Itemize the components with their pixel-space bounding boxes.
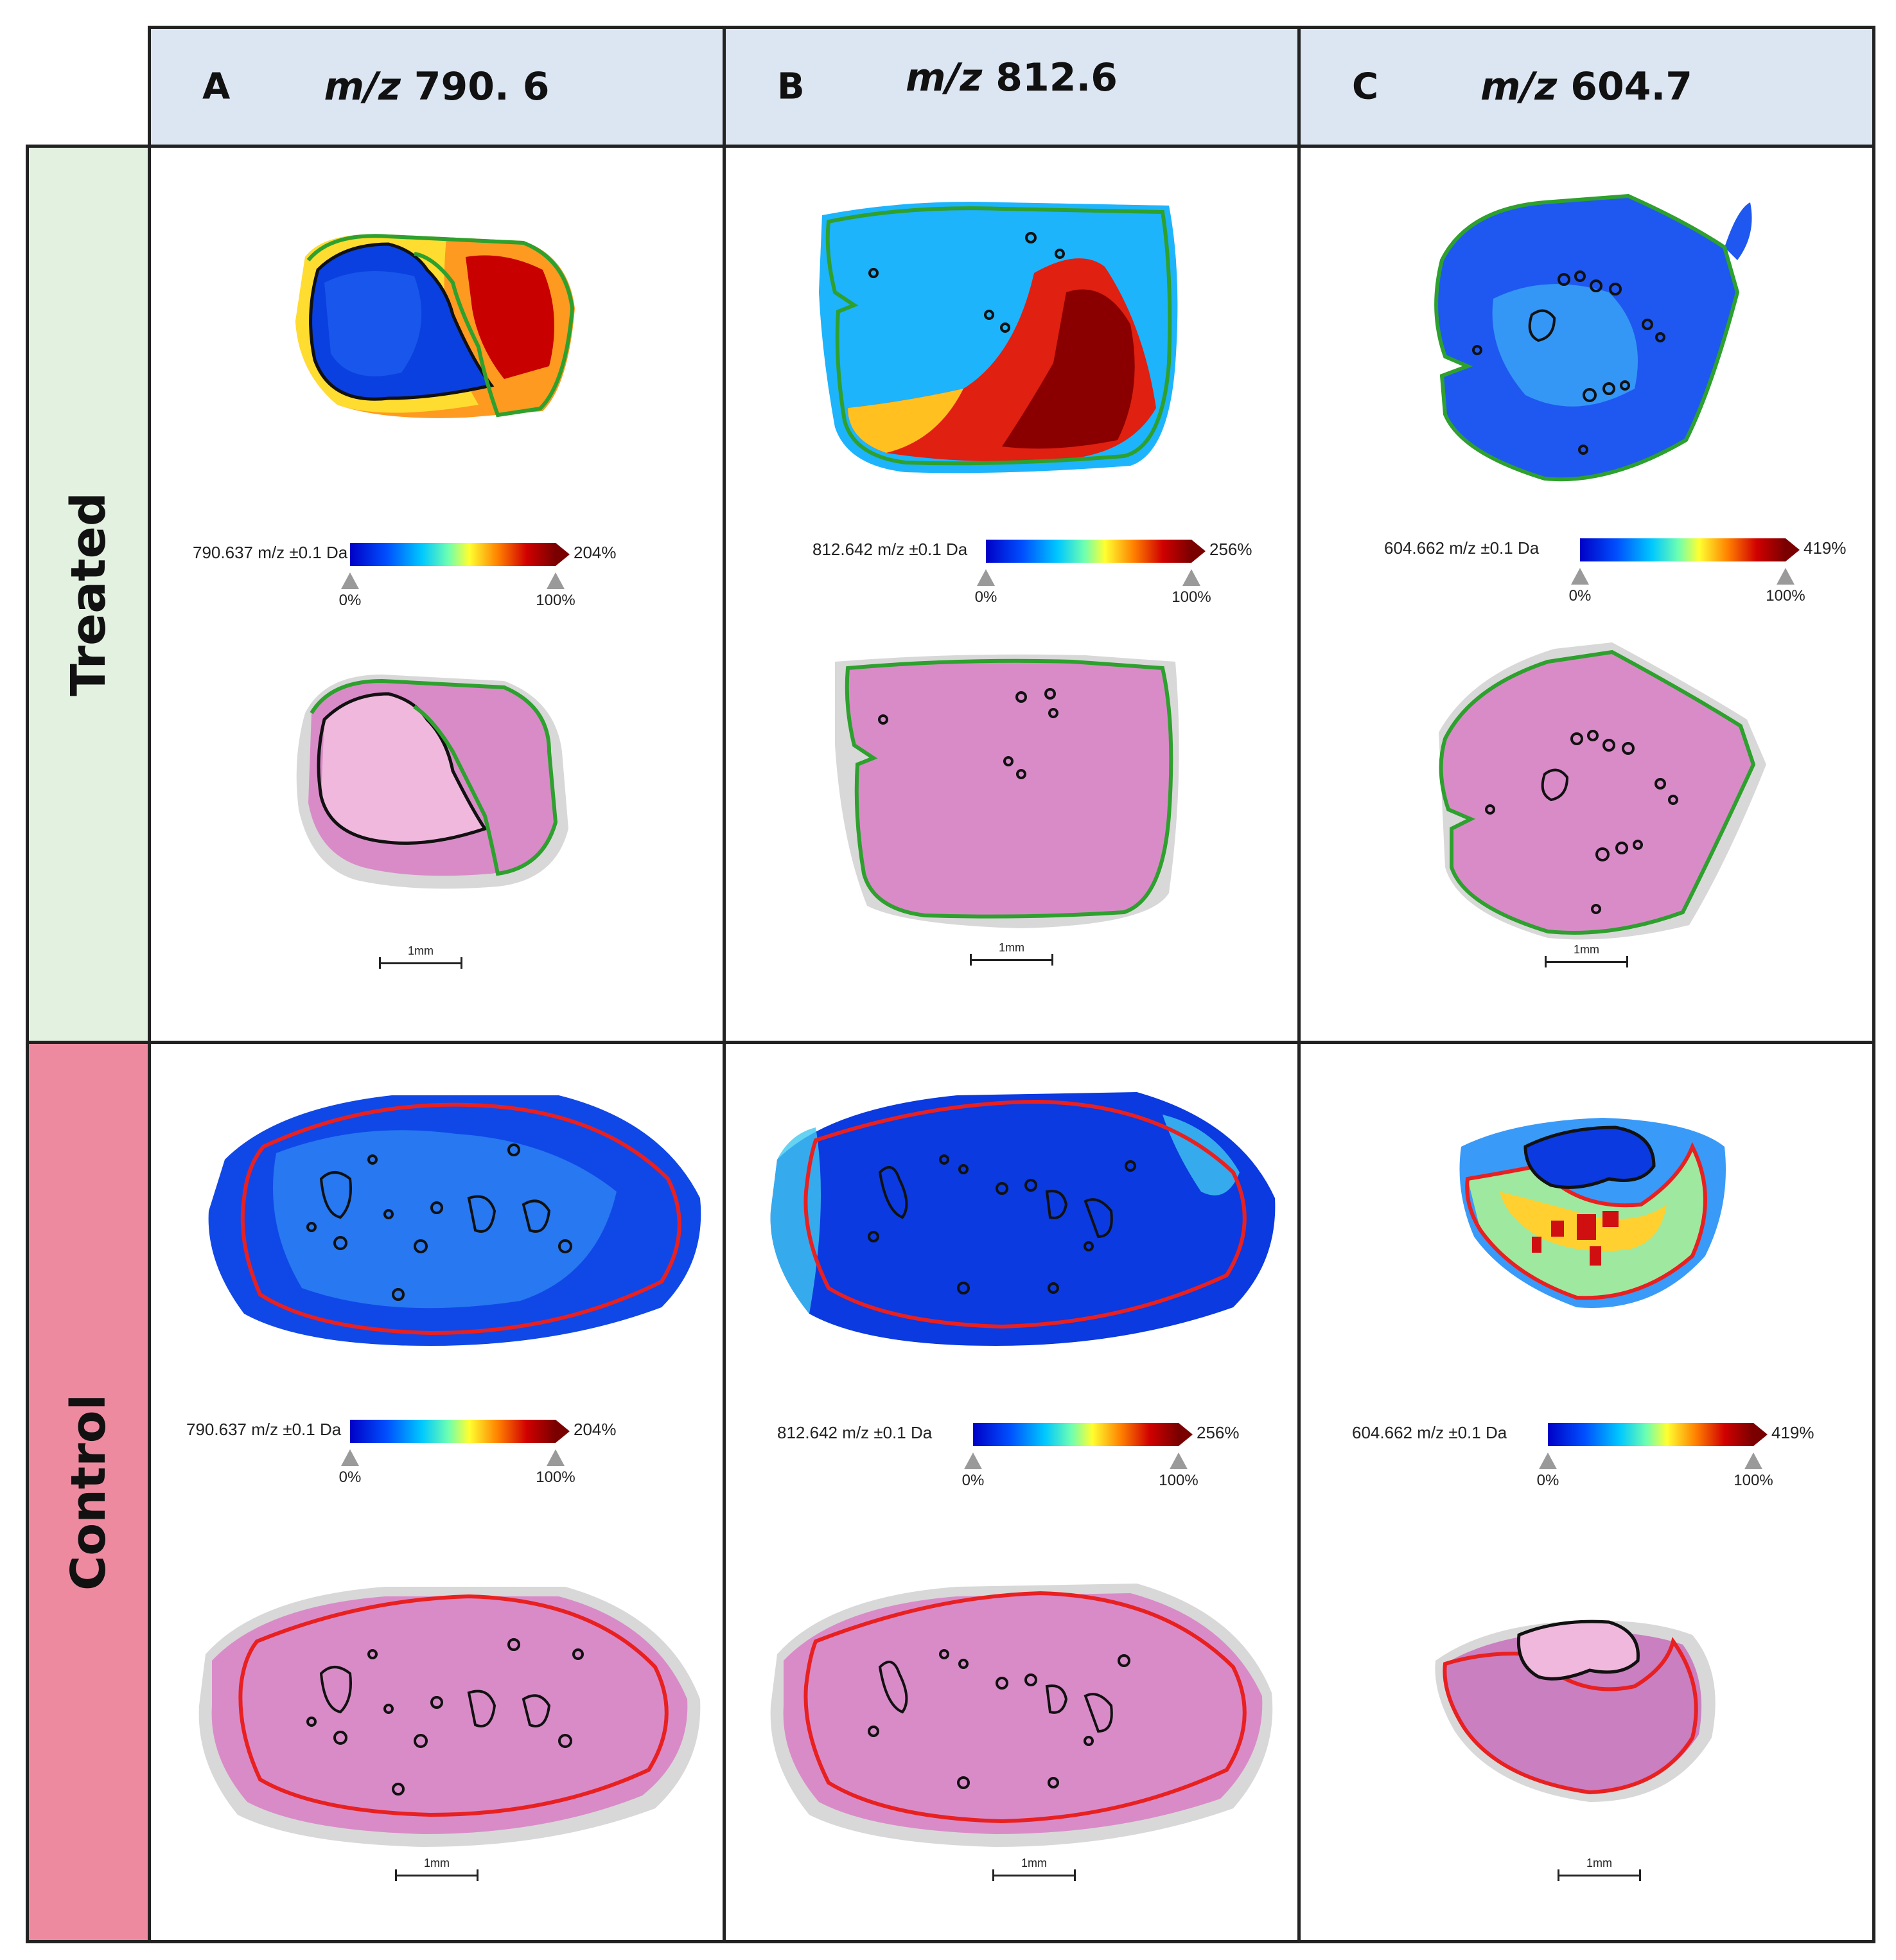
scale-bar: 1mm [1545, 943, 1628, 969]
colorbar: 604.662 m/z ±0.1 Da 419% 0% 100% [1384, 532, 1879, 605]
he-image [296, 675, 568, 889]
colorbar-high: 100% [1734, 1472, 1773, 1489]
column-letter: A [202, 66, 231, 108]
colorbar-low: 0% [961, 1472, 985, 1489]
scale-bar: 1mm [992, 1857, 1076, 1882]
colorbar-high: 100% [1766, 587, 1805, 605]
colorbar-label: 604.662 m/z ±0.1 Da [1384, 538, 1540, 558]
colorbar-low: 0% [1536, 1472, 1559, 1489]
msi-image [770, 1092, 1276, 1346]
colorbar-low: 0% [338, 1469, 362, 1486]
colorbar-high: 100% [536, 1469, 575, 1486]
he-image [1435, 1620, 1716, 1802]
column-header-c: C m/z 604.7 [1297, 26, 1875, 148]
scale-bar-label: 1mm [408, 944, 434, 957]
he-image [198, 1587, 701, 1847]
colorbar-max: 256% [1209, 540, 1252, 559]
msi-image [208, 1095, 701, 1346]
cell-control-a: 790.637 m/z ±0.1 Da 204% 0% 100% [148, 1041, 726, 1943]
he-image [1439, 642, 1766, 940]
cell-treated-a: 790.637 m/z ±0.1 Da 204% 0% 100% 1mm [148, 145, 726, 1044]
column-header-b: B m/z 812.6 [723, 26, 1301, 148]
colorbar-low: 0% [974, 588, 997, 606]
cell-treated-c: 604.662 m/z ±0.1 Da 419% 0% 100% 1mm [1297, 145, 1875, 1044]
row-label-treated: Treated [26, 145, 151, 1044]
colorbar-high: 100% [1159, 1472, 1198, 1489]
scale-bar-label: 1mm [424, 1857, 450, 1869]
cell-control-b: 812.642 m/z ±0.1 Da 256% 0% 100% [723, 1041, 1301, 1943]
msi-image [819, 202, 1178, 473]
msi-image [1459, 1118, 1726, 1308]
colorbar-high: 100% [1172, 588, 1211, 606]
scale-bar: 1mm [970, 941, 1053, 967]
colorbar: 604.662 m/z ±0.1 Da 419% 0% 100% [1352, 1417, 1866, 1489]
scale-bar: 1mm [1558, 1857, 1641, 1882]
column-mz-title: m/z 790. 6 [324, 64, 550, 109]
colorbar: 790.637 m/z ±0.1 Da 204% 0% 100% [186, 1413, 713, 1486]
scale-bar: 1mm [395, 1857, 478, 1882]
he-image [835, 654, 1179, 928]
colorbar-max: 204% [574, 543, 617, 562]
scale-bar: 1mm [379, 944, 462, 970]
colorbar-high: 100% [536, 592, 575, 609]
column-letter: C [1352, 66, 1379, 108]
scale-bar-label: 1mm [999, 941, 1024, 954]
colorbar-max: 419% [1804, 538, 1847, 558]
colorbar-max: 419% [1771, 1423, 1814, 1442]
colorbar-max: 204% [574, 1420, 617, 1439]
scale-bar-label: 1mm [1574, 943, 1599, 956]
colorbar-low: 0% [1568, 587, 1592, 605]
cell-treated-b: 812.642 m/z ±0.1 Da 256% 0% 100% 1mm [723, 145, 1301, 1044]
colorbar-label: 790.637 m/z ±0.1 Da [186, 1420, 342, 1439]
row-label-text: Treated [60, 492, 116, 696]
msi-image [295, 234, 575, 418]
column-mz-title: m/z 812.6 [905, 55, 1118, 100]
colorbar-label: 812.642 m/z ±0.1 Da [777, 1423, 933, 1442]
colorbar: 812.642 m/z ±0.1 Da 256% 0% 100% [812, 533, 1301, 606]
colorbar-label: 812.642 m/z ±0.1 Da [812, 540, 968, 559]
colorbar-label: 790.637 m/z ±0.1 Da [193, 543, 348, 562]
colorbar: 790.637 m/z ±0.1 Da 204% 0% 100% [193, 536, 707, 609]
row-label-text: Control [60, 1393, 116, 1591]
column-letter: B [777, 66, 805, 108]
colorbar-low: 0% [338, 592, 362, 609]
colorbar: 812.642 m/z ±0.1 Da 256% 0% 100% [777, 1417, 1291, 1489]
column-mz-title: m/z 604.7 [1480, 64, 1693, 109]
cell-control-c: 604.662 m/z ±0.1 Da 419% 0% 100% 1mm [1297, 1041, 1875, 1943]
colorbar-label: 604.662 m/z ±0.1 Da [1352, 1423, 1507, 1442]
msi-image [1434, 193, 1752, 482]
column-header-a: A m/z 790. 6 [148, 26, 726, 148]
colorbar-max: 256% [1197, 1423, 1240, 1442]
he-image [770, 1584, 1273, 1847]
scale-bar-label: 1mm [1021, 1857, 1047, 1869]
scale-bar-label: 1mm [1586, 1857, 1612, 1869]
row-label-control: Control [26, 1041, 151, 1943]
